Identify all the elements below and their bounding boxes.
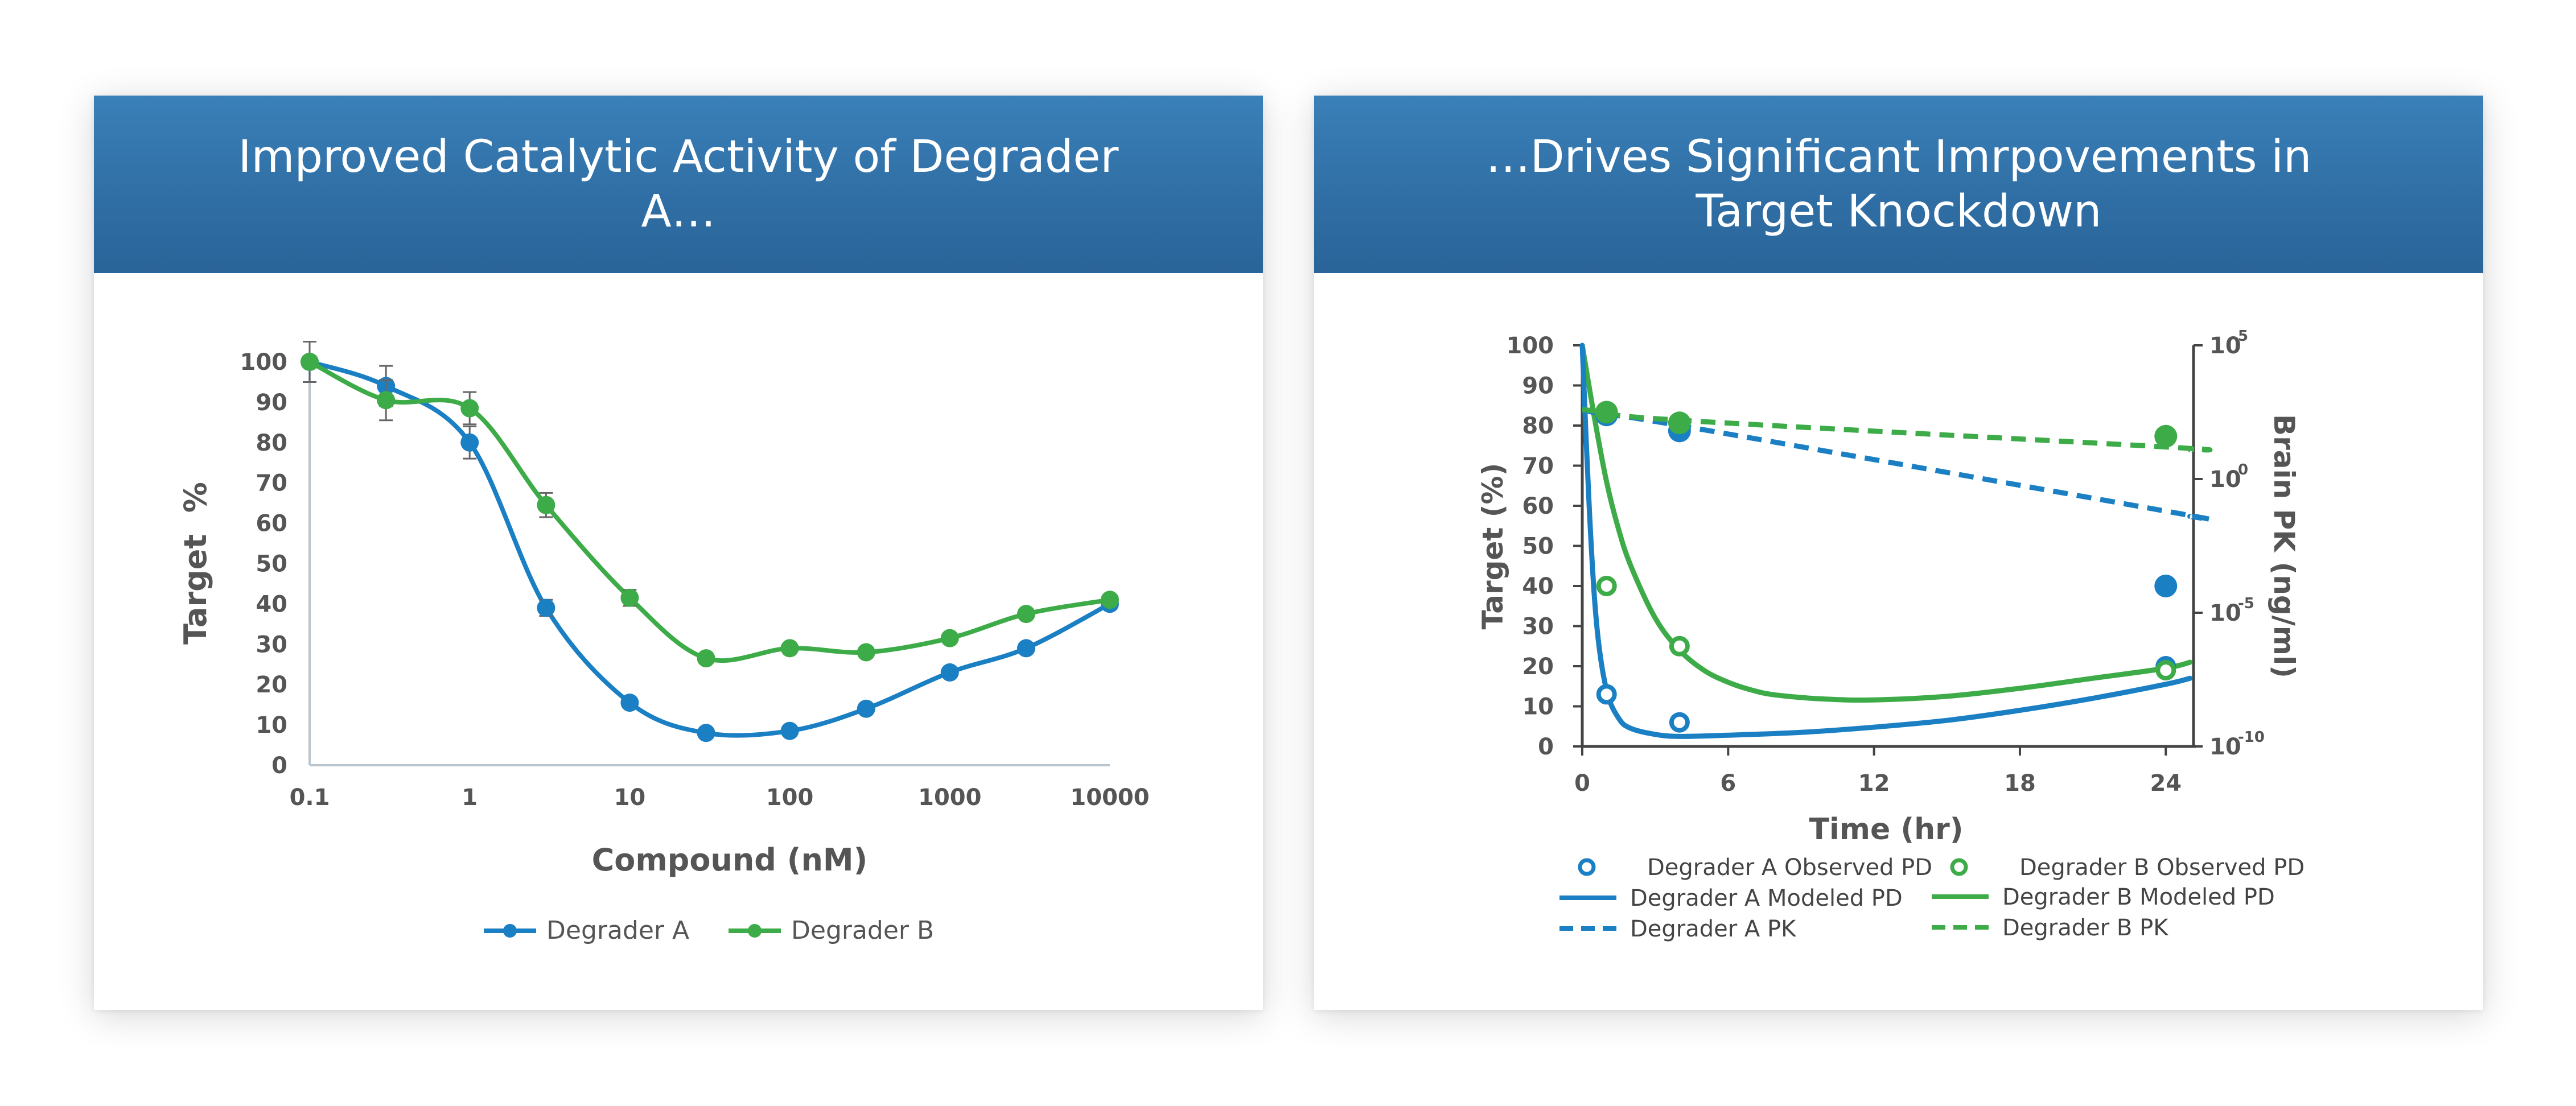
left-series-line [307, 360, 1112, 738]
left-data-point [857, 643, 875, 662]
right-observed-pd-point [1669, 712, 1690, 733]
right-y2-tick-exponent: -10 [2238, 729, 2265, 746]
right-chart-panel: …Drives Significant Imrpovements in Targ… [1314, 96, 2483, 1010]
right-modeled-pd-line [1579, 342, 2193, 703]
right-pk-observed-point [2154, 575, 2178, 597]
left-y-tick-label: 80 [256, 430, 287, 456]
right-x-tick-label: 0 [1574, 770, 1590, 797]
right-modeled-pd-line [1579, 342, 2193, 739]
left-panel-header: Improved Catalytic Activity of Degrader … [94, 96, 1263, 273]
left-chart: 0 10 20 30 40 50 60 70 80 90 100 0.1 1 10 100 1000 10000… [178, 341, 1150, 945]
left-x-tick-label: 0.1 [290, 785, 330, 811]
left-legend-label: Degrader B [791, 916, 934, 945]
right-pk-observed-point [1595, 401, 1618, 424]
right-y2-axis-label: Brain PK (ng/ml) [2268, 414, 2301, 678]
right-legend-label: Degrader B Observed PD [2019, 855, 2305, 881]
left-x-axis-label: Compound (nM) [592, 842, 868, 878]
left-data-point [697, 649, 715, 668]
left-data-point [780, 721, 799, 740]
right-legend-label: Degrader A PK [1630, 916, 1797, 942]
right-legend-swatch-open-circle [1578, 858, 1596, 876]
right-y-tick-label: 50 [1522, 534, 1554, 560]
left-y-tick-label: 50 [256, 551, 287, 577]
right-chart-title: …Drives Significant Imrpovements in Targ… [1485, 131, 2312, 237]
right-y-tick-label: 10 [1522, 694, 1554, 720]
left-data-point [460, 433, 479, 452]
left-data-point [780, 639, 799, 658]
left-y-tick-label: 60 [256, 511, 287, 537]
left-data-point [377, 391, 396, 410]
left-y-axis-label: Target % [178, 482, 213, 645]
right-legend-label: Degrader B PK [2002, 915, 2169, 941]
left-data-point [537, 496, 555, 514]
right-legend-label: Degrader A Modeled PD [1630, 885, 1903, 911]
left-y-tick-label: 100 [240, 349, 288, 375]
left-y-tick-label: 40 [256, 591, 287, 617]
right-y-tick-label: 30 [1522, 614, 1554, 640]
left-data-point [620, 694, 639, 712]
left-chart-panel: Improved Catalytic Activity of Degrader … [94, 96, 1263, 1010]
left-legend-swatch-dot [748, 924, 762, 938]
right-legend-swatch-open-circle [1950, 858, 1968, 876]
left-data-point [1017, 639, 1035, 658]
left-data-point [620, 588, 639, 607]
right-y-tick-label: 20 [1522, 654, 1554, 680]
left-data-point [301, 353, 319, 371]
left-y-tick-label: 90 [256, 390, 287, 416]
left-legend-label: Degrader A [546, 916, 689, 945]
right-pk-observed-point [2154, 424, 2178, 448]
right-y2-tick-base: 10 [2209, 734, 2241, 760]
right-y-tick-label: 90 [1522, 373, 1554, 399]
right-y-tick-label: 0 [1538, 734, 1554, 760]
left-data-point [1101, 591, 1119, 609]
right-y-tick-label: 80 [1522, 413, 1554, 439]
right-y2-tick-exponent: 5 [2238, 328, 2248, 345]
right-panel-header: …Drives Significant Imrpovements in Targ… [1314, 96, 2483, 273]
right-y2-tick-base: 10 [2209, 600, 2241, 626]
left-series-line [307, 360, 1112, 663]
right-legend-label: Degrader A Observed PD [1647, 855, 1932, 881]
right-observed-pd-point [1669, 635, 1690, 657]
left-data-point [697, 724, 715, 742]
left-data-point [537, 599, 555, 617]
right-y-tick-label: 60 [1522, 493, 1554, 519]
left-x-tick-label: 10000 [1070, 785, 1149, 811]
right-x-tick-label: 24 [2150, 770, 2182, 797]
right-y-tick-label: 100 [1507, 333, 1554, 359]
right-observed-pd-point [1596, 684, 1617, 705]
left-x-tick-label: 10 [614, 785, 646, 811]
left-y-tick-label: 30 [256, 632, 287, 658]
right-x-tick-label: 18 [2004, 770, 2036, 797]
right-y-tick-label: 40 [1522, 573, 1554, 600]
right-y2-tick-base: 10 [2209, 467, 2241, 493]
left-y-tick-label: 10 [256, 712, 287, 738]
right-pk-observed-point [1668, 411, 1691, 435]
left-legend-swatch-dot [503, 924, 517, 938]
left-data-point [940, 629, 959, 647]
left-x-tick-label: 1 [462, 785, 478, 811]
right-x-axis-label: Time (hr) [1809, 812, 1963, 847]
right-y2-tick-base: 10 [2209, 333, 2241, 359]
right-observed-pd-point [1596, 576, 1617, 596]
left-chart-title: Improved Catalytic Activity of Degrader … [238, 131, 1119, 237]
right-y-axis-label: Target (%) [1476, 463, 1509, 630]
left-data-point [940, 663, 959, 682]
right-legend-label: Degrader B Modeled PD [2002, 884, 2275, 910]
right-x-tick-label: 6 [1720, 770, 1736, 797]
left-data-point [460, 399, 479, 418]
left-y-tick-label: 0 [271, 753, 287, 779]
left-y-tick-label: 70 [256, 471, 287, 497]
left-data-point [857, 699, 875, 718]
right-y-tick-label: 70 [1522, 453, 1554, 480]
right-x-tick-label: 12 [1858, 770, 1890, 797]
left-data-point [1017, 605, 1035, 624]
left-y-tick-label: 20 [256, 672, 287, 698]
right-y2-tick-exponent: 0 [2238, 461, 2248, 478]
right-observed-pd-point [2155, 660, 2176, 681]
left-x-tick-label: 1000 [918, 785, 981, 811]
left-x-tick-label: 100 [766, 785, 814, 811]
right-y2-tick-exponent: -5 [2238, 595, 2254, 612]
